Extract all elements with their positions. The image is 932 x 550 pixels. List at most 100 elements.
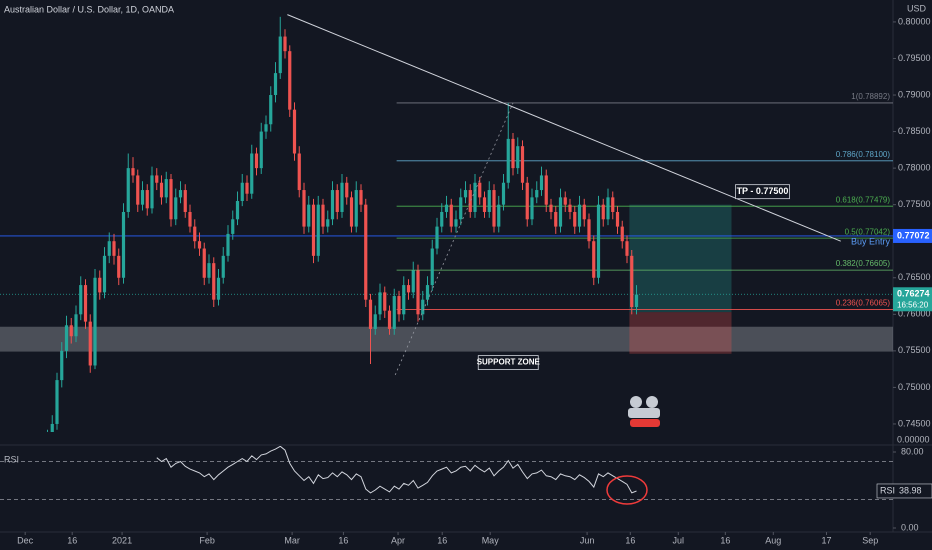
candle-body (292, 109, 297, 154)
candle-body (307, 204, 311, 227)
x-tick-label: 16 (720, 535, 730, 545)
candle-body (482, 197, 487, 212)
candle-body (525, 182, 529, 220)
candle-body (88, 321, 92, 366)
candle-body (221, 255, 225, 278)
candle-body (316, 204, 320, 256)
candle-body (126, 168, 130, 212)
y-tick-label: 0.78000 (898, 162, 931, 172)
candle-body (535, 190, 539, 198)
candle-body (444, 204, 449, 212)
chart-title: Australian Dollar / U.S. Dollar, 1D, OAN… (4, 4, 174, 14)
candle-body (449, 204, 453, 227)
candle-body (373, 314, 377, 329)
rsi-badge (876, 483, 932, 499)
x-tick-label: 2021 (112, 535, 132, 545)
currency-label: USD (907, 3, 927, 13)
candle-body (174, 197, 178, 220)
candle-body (131, 168, 135, 176)
candle-body (335, 190, 339, 212)
candle-body (183, 190, 187, 212)
y-tick-label: 0.79500 (898, 53, 931, 63)
candle-body (188, 211, 192, 227)
candle-body (345, 182, 349, 198)
candle-body (596, 204, 601, 278)
candle-body (74, 314, 78, 337)
candle-body (478, 182, 482, 198)
candle-body (615, 211, 620, 227)
candle-body (392, 296, 396, 329)
candle-body (387, 310, 392, 329)
candle-body (611, 197, 615, 212)
candle-body (250, 153, 254, 194)
tp-label: TP - 0.77500 (737, 186, 789, 196)
candle-body (406, 285, 411, 293)
candle-body (416, 270, 420, 315)
rsi-pane (0, 446, 893, 500)
candle-body (435, 226, 439, 249)
rsi-y-tick-label: 80.00 (901, 446, 924, 456)
candle-body (55, 380, 59, 424)
x-tick-label: Jun (580, 535, 595, 545)
x-tick-label: Aug (765, 535, 781, 545)
candle-body (98, 277, 102, 293)
x-tick-label: 16 (625, 535, 635, 545)
x-tick-label: Apr (391, 535, 405, 545)
y-tick-label: 0.76500 (898, 272, 931, 282)
candle-body (425, 285, 430, 300)
take-profit-zone (629, 204, 732, 313)
y-tick-label: 0.79000 (898, 89, 931, 99)
candle-body (273, 73, 278, 96)
candle-body (83, 285, 88, 322)
rsi-title: RSI (4, 454, 19, 464)
candle-body (577, 204, 582, 227)
candle-body (121, 211, 126, 278)
candle-body (264, 124, 268, 132)
x-tick-label: May (482, 535, 500, 545)
candle-body (226, 233, 230, 256)
candle-body (349, 197, 354, 227)
candle-body (368, 299, 373, 329)
candle-body (359, 190, 363, 205)
candle-body (136, 175, 140, 205)
candle-body (459, 197, 463, 220)
candle-body (93, 277, 97, 366)
candle-body (216, 277, 221, 300)
candle-body (330, 190, 335, 220)
candle-body (354, 190, 358, 227)
x-tick-label: Sep (862, 535, 878, 545)
candle-body (269, 95, 273, 125)
candle-body (212, 263, 216, 300)
x-tick-label: Feb (199, 535, 215, 545)
candle-body (468, 190, 472, 212)
candle-body (601, 204, 605, 220)
candle-body (520, 146, 525, 183)
x-tick-label: 16 (67, 535, 77, 545)
candle-body (79, 285, 83, 315)
aux-axis-label: 0.00000 (897, 434, 930, 444)
candle-body (473, 182, 477, 212)
candle-body (140, 190, 145, 205)
candle-body (288, 51, 292, 110)
candle-body (558, 197, 563, 227)
candle-body (145, 190, 149, 209)
candle-body (421, 299, 425, 315)
candle-body (193, 226, 197, 242)
countdown-label: 16:56:20 (897, 300, 929, 309)
support-zone (0, 326, 893, 352)
candle-body (383, 292, 387, 311)
candle-body (321, 204, 325, 227)
candle-body (463, 190, 468, 198)
candle-body (625, 241, 629, 256)
candle-body (202, 248, 206, 278)
buy-entry-badge-label: 0.77072 (897, 230, 930, 240)
candle-body (544, 175, 548, 205)
annotation-circle (606, 475, 648, 505)
y-tick-label: 0.74500 (898, 418, 931, 428)
x-tick-label: Jul (673, 535, 685, 545)
candle-body (254, 153, 259, 169)
candle-body (107, 241, 111, 256)
candle-body (549, 204, 553, 212)
